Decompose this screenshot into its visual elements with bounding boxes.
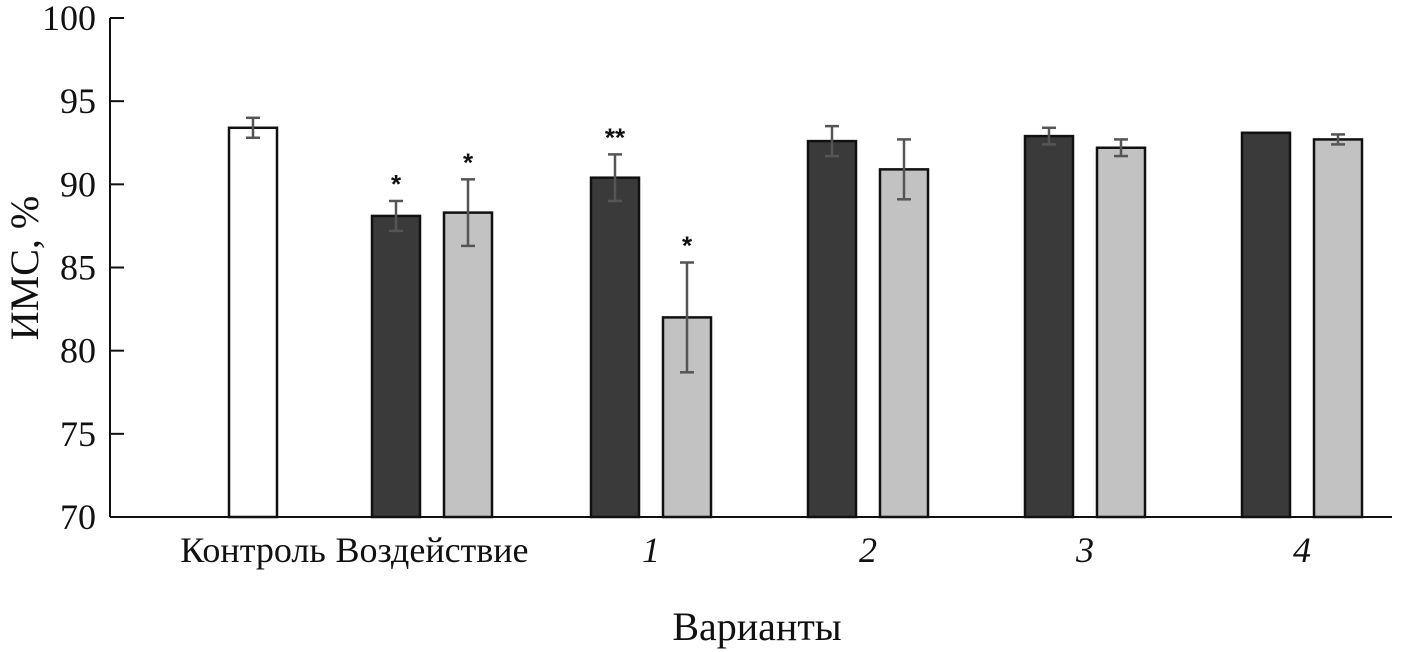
bar-4-1 xyxy=(1240,131,1292,519)
y-tick-label: 90 xyxy=(60,164,96,204)
x-category-label: Воздействие xyxy=(335,530,528,570)
y-tick-label: 75 xyxy=(60,414,96,454)
chart-labels: Контроль**Воздействие***1 2 3 4 xyxy=(180,122,1311,570)
bar-1-1 xyxy=(589,176,641,519)
x-category-label: 1 xyxy=(642,530,660,570)
bar-Воздействие-1 xyxy=(370,214,422,519)
y-tick-label: 85 xyxy=(60,248,96,288)
bar-Контроль-1 xyxy=(227,126,279,519)
chart-bars xyxy=(227,116,1364,519)
x-category-label: 3 xyxy=(1075,530,1094,570)
bar-3-2 xyxy=(1095,146,1147,519)
y-axis-title: ИМС, % xyxy=(2,196,47,340)
x-axis-title: Варианты xyxy=(672,604,841,649)
y-tick-label: 80 xyxy=(60,331,96,371)
y-tick-label: 100 xyxy=(42,0,96,38)
significance-mark: * xyxy=(391,169,402,199)
y-tick-label: 70 xyxy=(60,497,96,537)
y-tick-label: 95 xyxy=(60,81,96,121)
x-category-label: Контроль xyxy=(180,530,326,570)
x-category-label: 4 xyxy=(1293,530,1311,570)
x-category-label: 2 xyxy=(859,530,877,570)
bar-4-2 xyxy=(1312,138,1364,519)
bar-Воздействие-2 xyxy=(442,211,494,519)
bar-2-2 xyxy=(878,168,930,519)
significance-mark: * xyxy=(682,231,693,261)
significance-mark: * xyxy=(463,147,474,177)
bar-3-1 xyxy=(1023,134,1075,519)
chart-axes: 70 75 80 85 90 95 100 xyxy=(42,0,1392,537)
bar-2-1 xyxy=(806,139,858,519)
significance-mark: ** xyxy=(605,122,626,152)
